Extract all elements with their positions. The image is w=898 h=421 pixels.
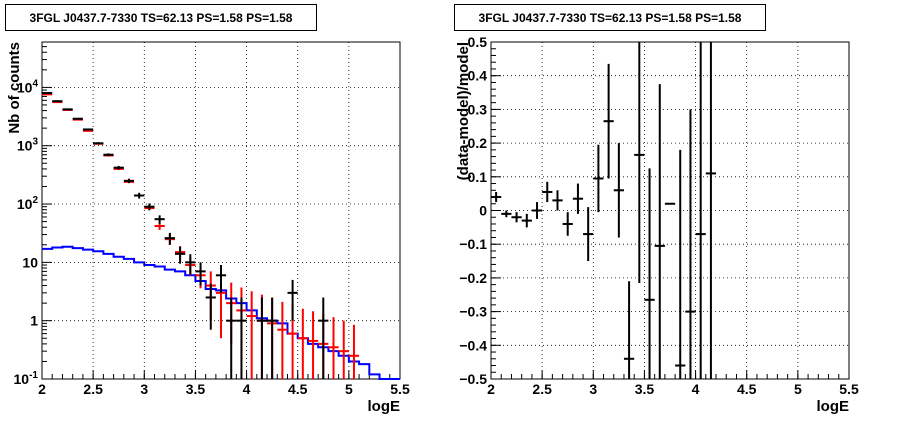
x-tick-label: 2.5 xyxy=(83,381,103,397)
right-chart-title: 3FGL J0437.7-7330 TS=62.13 PS=1.58 PS=1.… xyxy=(454,4,766,31)
plot-frame xyxy=(41,41,401,380)
x-tick-label: 3 xyxy=(589,381,597,397)
y-tick-label: 1 xyxy=(30,313,38,329)
x-axis-label: logE xyxy=(368,398,401,415)
x-tick-label: 3.5 xyxy=(186,381,206,397)
y-tick-label: 0.1 xyxy=(468,169,488,185)
x-tick-label: 4 xyxy=(692,381,700,397)
y-tick-label: 0.2 xyxy=(468,135,488,151)
y-tick-label: −0.1 xyxy=(459,236,487,252)
y-axis-label: Nb of counts xyxy=(6,42,23,134)
y-tick-label: 104 xyxy=(17,78,39,95)
x-axis-label: logE xyxy=(817,398,850,415)
x-tick-label: 3.5 xyxy=(635,381,655,397)
y-tick-label: 0 xyxy=(479,203,487,219)
x-tick-label: 5 xyxy=(345,381,353,397)
x-tick-label: 5.5 xyxy=(390,381,410,397)
y-tick-label: −0.4 xyxy=(459,337,487,353)
y-tick-label: 0.4 xyxy=(468,68,488,84)
model-histogram-line xyxy=(42,245,400,380)
x-tick-label: 5 xyxy=(794,381,802,397)
y-tick-label: −0.3 xyxy=(459,304,487,320)
y-tick-label: 10-1 xyxy=(14,370,39,387)
x-tick-label: 4.5 xyxy=(288,381,308,397)
y-tick-label: −0.2 xyxy=(459,270,487,286)
y-axis-label: (data-model)/model xyxy=(455,42,472,180)
x-tick-label: 5.5 xyxy=(839,381,859,397)
y-tick-label: 10 xyxy=(22,254,38,270)
y-tick-label: 103 xyxy=(17,137,39,154)
x-tick-label: 2 xyxy=(487,381,495,397)
y-tick-label: 0.3 xyxy=(468,101,488,117)
y-tick-label: −0.5 xyxy=(459,371,487,387)
x-tick-label: 4 xyxy=(243,381,251,397)
x-tick-label: 2 xyxy=(38,381,46,397)
left-chart-title: 3FGL J0437.7-7330 TS=62.13 PS=1.58 PS=1.… xyxy=(5,4,317,31)
x-tick-label: 2.5 xyxy=(532,381,552,397)
x-tick-label: 3 xyxy=(140,381,148,397)
y-tick-label: 0.5 xyxy=(468,34,488,50)
y-tick-label: 102 xyxy=(17,195,39,212)
residuals-panel: 2 2.5 3 3.5 4 4.5 5 5.5 −0.5 −0.4 −0.3 −0.2 −0.1 0 0.1… xyxy=(455,34,859,415)
counts-panel: 2 2.5 3 3.5 4 4.5 5 5.5 10-1 1 10 102 103 104 logE Nb o… xyxy=(6,41,410,415)
x-tick-label: 4.5 xyxy=(737,381,757,397)
